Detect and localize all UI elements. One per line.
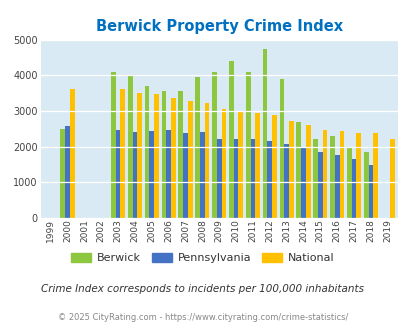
Bar <box>60 129 65 218</box>
Bar <box>111 72 115 218</box>
Bar <box>132 132 137 218</box>
Bar <box>161 91 166 218</box>
Bar <box>65 126 70 218</box>
Bar <box>368 165 372 218</box>
Bar <box>296 121 301 218</box>
Bar <box>301 148 305 218</box>
Bar <box>245 72 250 218</box>
Bar <box>233 139 238 218</box>
Bar <box>351 159 356 218</box>
Bar <box>128 75 132 218</box>
Bar <box>154 94 158 218</box>
Bar <box>284 144 288 218</box>
Bar <box>279 79 283 218</box>
Bar <box>171 98 175 218</box>
Bar <box>305 125 310 218</box>
Bar <box>188 101 192 218</box>
Bar <box>389 139 394 218</box>
Bar <box>262 49 267 218</box>
Bar <box>372 133 377 218</box>
Bar <box>149 131 154 218</box>
Bar <box>288 120 293 218</box>
Title: Berwick Property Crime Index: Berwick Property Crime Index <box>96 19 342 34</box>
Bar <box>183 133 188 218</box>
Bar <box>195 77 200 218</box>
Bar <box>216 139 221 218</box>
Bar <box>250 139 255 218</box>
Bar <box>339 131 343 218</box>
Text: © 2025 CityRating.com - https://www.cityrating.com/crime-statistics/: © 2025 CityRating.com - https://www.city… <box>58 313 347 322</box>
Bar <box>115 130 120 218</box>
Bar <box>322 130 326 218</box>
Bar <box>221 109 226 218</box>
Bar <box>267 141 271 218</box>
Bar <box>255 113 259 218</box>
Bar <box>212 72 216 218</box>
Bar <box>178 91 183 218</box>
Bar <box>238 112 243 218</box>
Bar <box>137 93 142 218</box>
Bar <box>145 86 149 218</box>
Bar <box>200 132 204 218</box>
Text: Crime Index corresponds to incidents per 100,000 inhabitants: Crime Index corresponds to incidents per… <box>41 284 364 294</box>
Bar <box>271 115 276 218</box>
Legend: Berwick, Pennsylvania, National: Berwick, Pennsylvania, National <box>67 248 338 267</box>
Bar <box>70 89 75 218</box>
Bar <box>363 152 368 218</box>
Bar <box>346 148 351 218</box>
Bar <box>120 89 125 218</box>
Bar <box>356 133 360 218</box>
Bar <box>329 136 334 218</box>
Bar <box>334 155 339 218</box>
Bar <box>228 61 233 218</box>
Bar <box>166 130 171 218</box>
Bar <box>317 152 322 218</box>
Bar <box>204 103 209 218</box>
Bar <box>313 139 317 218</box>
